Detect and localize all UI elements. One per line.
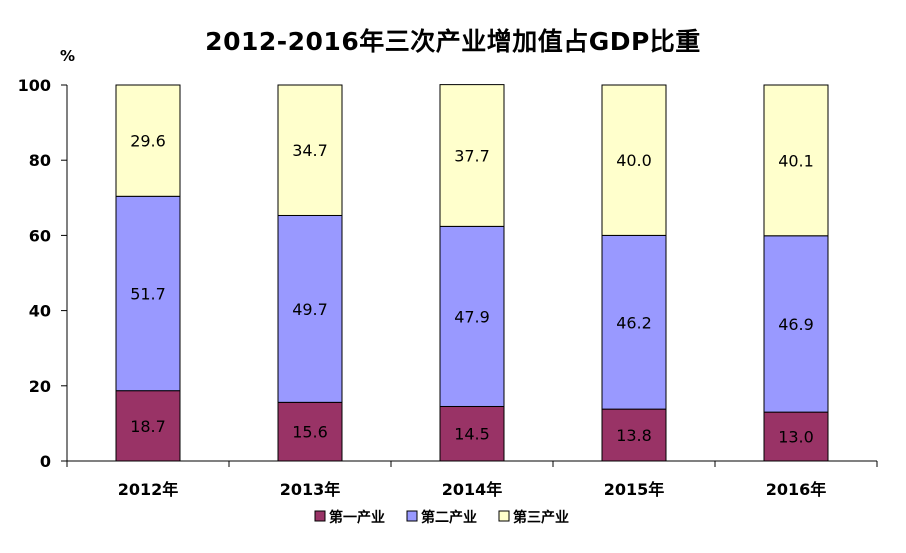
bar-segment-2	[439, 225, 505, 407]
y-tick-label: 80	[29, 151, 51, 170]
y-axis-unit-label: %	[60, 47, 75, 65]
data-label: 46.9	[778, 315, 814, 334]
data-label: 46.2	[616, 313, 652, 332]
data-label: 37.7	[454, 147, 490, 166]
bar-segment-1	[277, 401, 343, 462]
bar-segment-2	[763, 235, 829, 413]
y-tick-label: 40	[29, 302, 51, 321]
data-label: 13.0	[778, 428, 814, 447]
legend-swatch-2	[406, 510, 418, 522]
chart-title: 2012-2016年三次产业增加值占GDP比重	[205, 27, 701, 56]
data-label: 51.7	[130, 284, 166, 303]
bar-segment-2	[277, 214, 343, 403]
bar-segment-3	[763, 84, 829, 237]
data-label: 34.7	[292, 141, 328, 160]
data-label: 29.6	[130, 132, 166, 151]
data-label: 40.0	[616, 151, 652, 170]
bar-segment-3	[439, 84, 505, 227]
legend-swatch-3	[498, 510, 510, 522]
data-label: 14.5	[454, 425, 490, 444]
data-label: 49.7	[292, 300, 328, 319]
data-label: 18.7	[130, 417, 166, 436]
legend-label-1: 第一产业	[329, 509, 385, 526]
y-tick-label: 20	[29, 377, 51, 396]
bar-segment-3	[601, 84, 667, 236]
bar-segment-3	[115, 84, 181, 197]
bar-segment-2	[115, 195, 181, 392]
x-tick-label: 2013年	[280, 480, 341, 499]
bar-segment-2	[601, 234, 667, 410]
legend-label-3: 第三产业	[513, 509, 569, 526]
bar-segment-1	[763, 411, 829, 462]
legend-swatch-1	[314, 510, 326, 522]
x-tick-label: 2015年	[604, 480, 665, 499]
data-label: 13.8	[616, 426, 652, 445]
y-tick-label: 0	[40, 452, 51, 471]
bar-segment-1	[601, 408, 667, 462]
data-label: 15.6	[292, 423, 328, 442]
bar-segment-3	[277, 84, 343, 216]
y-tick-label: 100	[18, 76, 51, 95]
x-tick-label: 2012年	[118, 480, 179, 499]
bar-segment-1	[115, 390, 181, 462]
x-tick-label: 2016年	[766, 480, 827, 499]
legend-label-2: 第二产业	[421, 509, 477, 526]
y-tick-label: 60	[29, 226, 51, 245]
data-label: 40.1	[778, 151, 814, 170]
x-tick-label: 2014年	[442, 480, 503, 499]
data-label: 47.9	[454, 307, 490, 326]
